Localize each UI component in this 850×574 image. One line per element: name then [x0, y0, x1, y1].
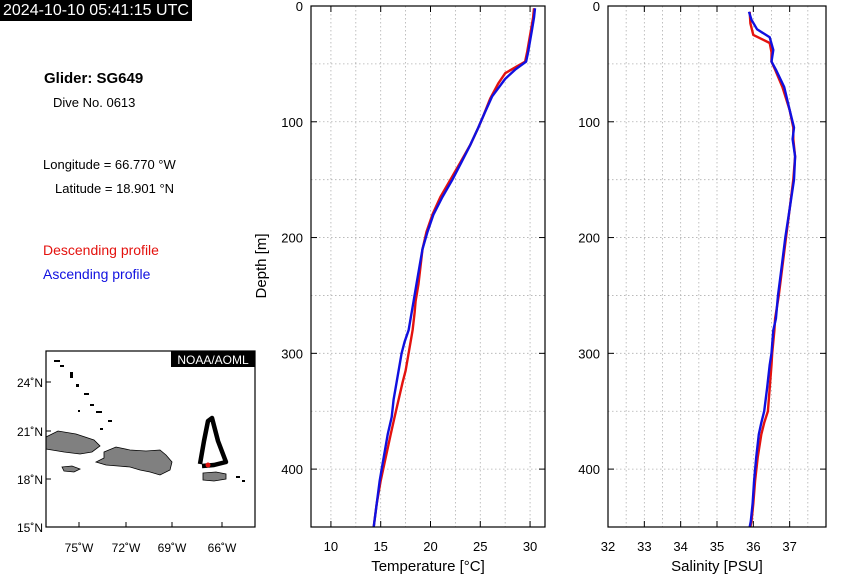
y-tick-label: 400 — [281, 462, 303, 477]
jamaica-land — [61, 465, 81, 473]
legend-ascending: Ascending profile — [43, 266, 151, 282]
series-line-ascending — [372, 8, 537, 528]
x-tick-label: 20 — [423, 539, 437, 554]
island — [54, 360, 60, 362]
map-lat-label: 15˚N — [17, 521, 43, 535]
timestamp: 2024-10-10 05:41:15 UTC — [0, 0, 192, 21]
y-tick-label: 400 — [578, 462, 600, 477]
cuba-land — [45, 430, 101, 455]
map-lon-label: 75˚W — [65, 541, 94, 555]
current-position-marker — [205, 462, 211, 468]
x-tick-label: 10 — [324, 539, 338, 554]
island — [90, 404, 94, 406]
series-line-ascending — [747, 11, 797, 528]
island — [236, 476, 240, 478]
island — [60, 365, 64, 367]
x-tick-label: 33 — [637, 539, 651, 554]
y-axis-label: Depth [m] — [253, 233, 270, 298]
chart-temperature: 0 100 200 300 400 10 15 20 25 30 Temperature [°C] D… — [253, 0, 546, 574]
map-lat-label: 21˚N — [17, 425, 43, 439]
map-lat-label: 24˚N — [17, 376, 43, 390]
x-tick-label: 25 — [473, 539, 487, 554]
glider-name: Glider: SG649 — [44, 70, 144, 87]
island — [108, 420, 112, 422]
x-tick-label: 36 — [746, 539, 760, 554]
island — [96, 411, 102, 413]
plot-frame — [310, 5, 546, 528]
map-badge: NOAA/AOML — [177, 353, 249, 367]
y-tick-label: 300 — [578, 346, 600, 361]
x-axis-label: Temperature [°C] — [371, 558, 485, 574]
puerto-rico-land — [202, 471, 227, 482]
dive-number: Dive No. 0613 — [53, 95, 136, 110]
map-badge-bg — [171, 351, 255, 367]
island — [242, 480, 245, 482]
y-tick-label: 100 — [281, 115, 303, 130]
chart-salinity: 0 100 200 300 400 32 33 34 35 36 37 Salinity [PSU] — [578, 0, 827, 574]
x-tick-label: 15 — [373, 539, 387, 554]
latitude-readout: Latitude = 18.901 °N — [55, 181, 175, 196]
hispaniola-land — [94, 446, 173, 476]
island — [100, 428, 103, 430]
map-lat-label: 18˚N — [17, 473, 43, 487]
map-group: NOAA/AOML 24˚N 21˚N 18˚N 15˚N 75˚W 72˚W 69˚W 66˚… — [17, 350, 256, 555]
y-tick-label: 0 — [296, 0, 303, 14]
x-tick-label: 32 — [601, 539, 615, 554]
island — [84, 393, 89, 395]
map-lon-label: 72˚W — [112, 541, 141, 555]
map-frame — [45, 350, 256, 528]
legend-descending: Descending profile — [43, 242, 159, 258]
island — [78, 410, 80, 412]
x-axis-label: Salinity [PSU] — [671, 558, 763, 574]
longitude-readout: Longitude = 66.770 °W — [43, 157, 176, 172]
y-tick-label: 200 — [578, 231, 600, 246]
x-tick-label: 34 — [673, 539, 687, 554]
x-tick-label: 30 — [523, 539, 537, 554]
y-tick-label: 0 — [593, 0, 600, 14]
x-tick-label: 35 — [710, 539, 724, 554]
map-lon-label: 69˚W — [158, 541, 187, 555]
y-tick-label: 100 — [578, 115, 600, 130]
island — [76, 384, 79, 387]
island — [70, 372, 73, 378]
glider-track — [197, 415, 229, 469]
y-tick-label: 200 — [281, 231, 303, 246]
x-tick-label: 37 — [782, 539, 796, 554]
y-tick-label: 300 — [281, 346, 303, 361]
map-lon-label: 66˚W — [208, 541, 237, 555]
